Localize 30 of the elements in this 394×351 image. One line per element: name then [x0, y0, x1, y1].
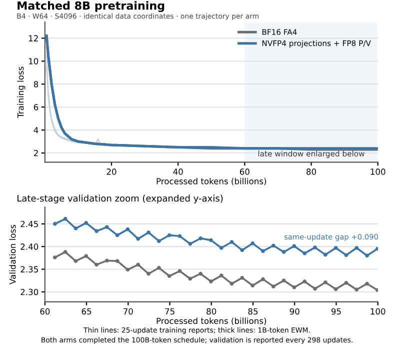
- y-tick-label: 2.45: [20, 220, 38, 228]
- x-tick-label: 90: [290, 308, 300, 315]
- x-tick-label: 65: [82, 308, 92, 315]
- y-tick-label: 2.40: [20, 244, 38, 250]
- chart-title: Late-stage validation zoom (expanded y-axis): [18, 194, 223, 204]
- x-tick-label: 60: [40, 308, 50, 315]
- x-tick-label: 40: [173, 168, 183, 175]
- y-tick-label: 4: [34, 127, 38, 134]
- x-tick-label: 100: [370, 308, 386, 315]
- x-tick-label: 80: [306, 168, 316, 175]
- y-axis-title: Validation loss: [9, 224, 16, 284]
- y-tick-label: 2: [34, 150, 38, 156]
- x-tick-label: 80: [206, 308, 216, 315]
- y-tick-label: 2.35: [20, 266, 38, 272]
- x-tick-label: 100: [370, 168, 386, 175]
- x-axis-title: Processed tokens (billions): [156, 318, 266, 325]
- x-tick-label: 95: [331, 308, 341, 315]
- y-tick-label: 8: [34, 81, 38, 88]
- y-tick-label: 6: [34, 104, 38, 110]
- y-axis-title: Training loss: [17, 66, 26, 118]
- y-tick-label: 12: [28, 35, 38, 42]
- x-tick-label: 60: [240, 168, 250, 175]
- y-tick-label: 2.30: [20, 288, 38, 296]
- chart-title: Matched 8B pretraining: [18, 1, 164, 12]
- x-tick-label: 75: [165, 308, 174, 315]
- x-tick-label: 20: [106, 168, 116, 175]
- x-tick-label: 70: [124, 308, 133, 315]
- y-tick-label: 10: [28, 58, 38, 64]
- x-tick-label: 85: [248, 308, 258, 315]
- x-axis-title: Processed tokens (billions): [156, 178, 266, 186]
